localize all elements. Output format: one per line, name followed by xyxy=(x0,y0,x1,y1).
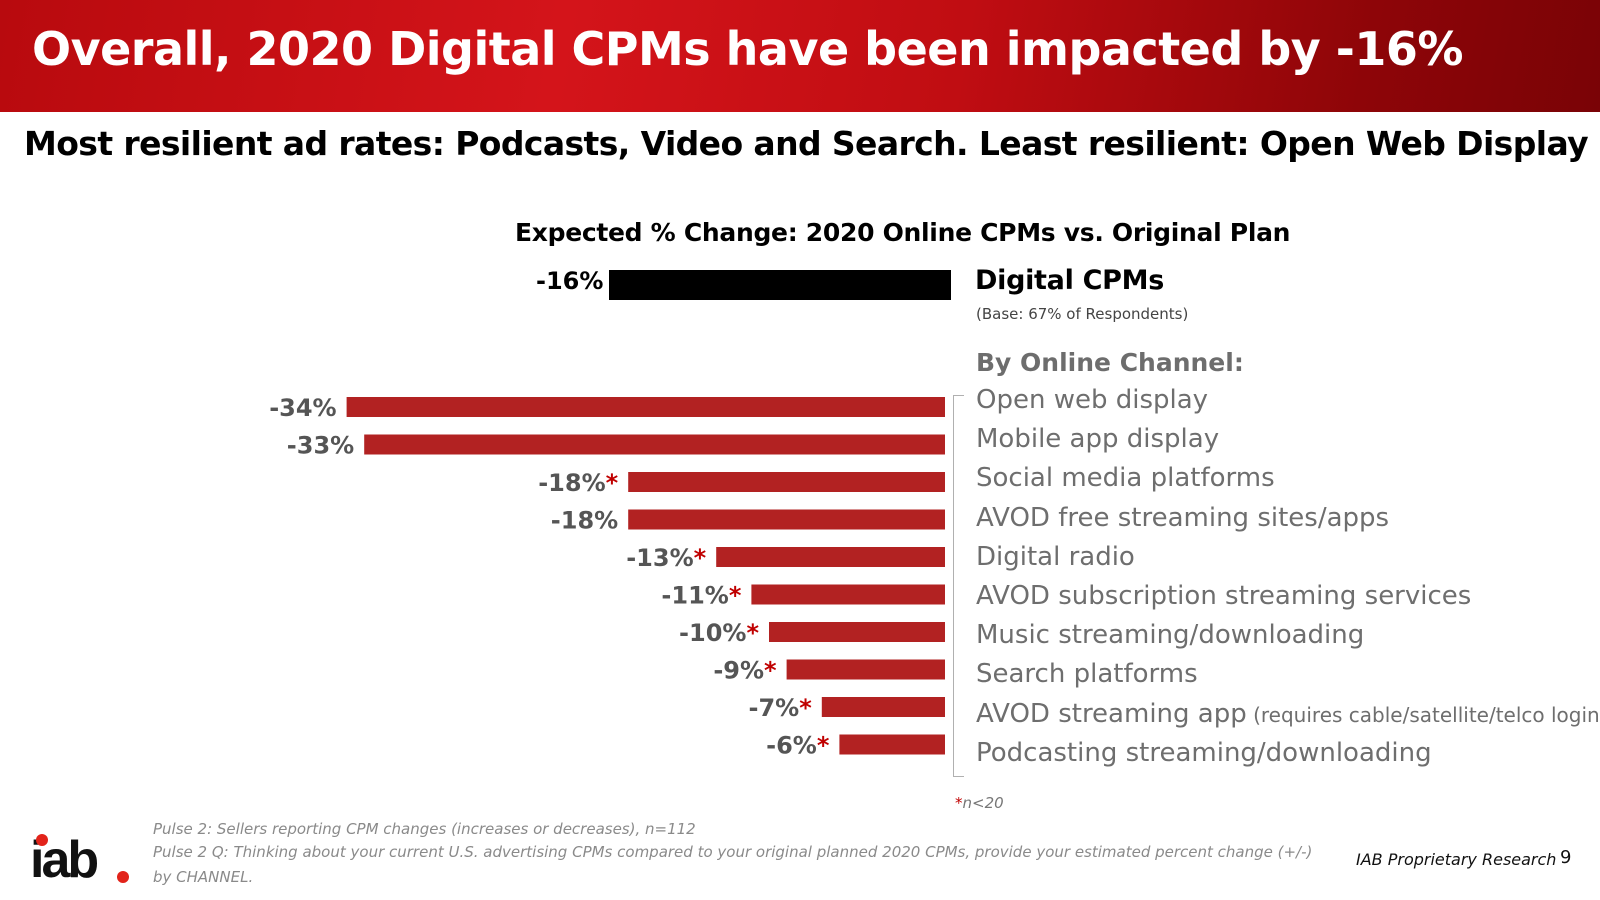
overall-base-note: (Base: 67% of Respondents) xyxy=(976,305,1189,323)
category-label-2: Mobile app display xyxy=(976,424,1219,454)
category-name: Social media platforms xyxy=(976,463,1275,494)
bar-value-label-8: -9%* xyxy=(713,657,777,685)
overall-bar xyxy=(609,270,951,300)
bar-value-label-5: -13%* xyxy=(626,544,706,572)
category-label-8: Search platforms xyxy=(976,659,1198,689)
page-title: Overall, 2020 Digital CPMs have been imp… xyxy=(32,22,1463,76)
source-line-2: Pulse 2 Q: Thinking about your current U… xyxy=(153,843,1313,861)
category-label-9: AVOD streaming app (requires cable/satel… xyxy=(976,699,1600,729)
category-label-6: AVOD subscription streaming services xyxy=(976,581,1471,611)
small-n-text: n<20 xyxy=(962,794,1004,812)
category-name: AVOD subscription streaming services xyxy=(976,581,1472,611)
bar-5 xyxy=(716,547,945,567)
bar-9 xyxy=(821,697,945,717)
small-n-star: * xyxy=(955,794,963,812)
category-name: Digital radio xyxy=(976,541,1135,572)
logo-dot-top xyxy=(36,834,48,846)
bar-value-label-6: -11%* xyxy=(661,582,741,610)
category-name: Open web display xyxy=(976,385,1209,415)
small-n-note: *n<20 xyxy=(955,794,1004,812)
source-line-1: Pulse 2: Sellers reporting CPM changes (… xyxy=(153,820,696,838)
bar-2 xyxy=(364,434,945,455)
overall-value-label: -16% xyxy=(536,267,604,295)
category-label-4: AVOD free streaming sites/apps xyxy=(976,503,1389,533)
category-name: Mobile app display xyxy=(976,424,1220,455)
overall-name: Digital CPMs xyxy=(975,265,1164,296)
bar-value-label-9: -7%* xyxy=(749,694,813,722)
bar-value-label-1: -34% xyxy=(269,394,336,422)
source-line-3: by CHANNEL. xyxy=(153,868,254,886)
category-name: Music streaming/downloading xyxy=(976,620,1365,651)
category-name: Podcasting streaming/downloading xyxy=(976,737,1432,768)
logo-dot-end xyxy=(117,871,129,883)
research-label: IAB Proprietary Research xyxy=(1356,850,1557,869)
bar-value-label-10: -6%* xyxy=(766,732,830,760)
category-label-7: Music streaming/downloading xyxy=(976,620,1364,650)
bar-6 xyxy=(751,584,945,605)
chart-title: Expected % Change: 2020 Online CPMs vs. … xyxy=(515,218,1291,247)
category-name: Search platforms xyxy=(976,659,1198,690)
bar-3 xyxy=(628,472,945,492)
bar-value-label-7: -10%* xyxy=(679,619,759,647)
category-name: AVOD streaming app xyxy=(976,698,1247,729)
bar-value-label-3: -18%* xyxy=(538,469,618,497)
header-banner: Overall, 2020 Digital CPMs have been imp… xyxy=(0,0,1600,112)
bar-value-label-2: -33% xyxy=(287,432,354,460)
bar-1 xyxy=(346,397,946,417)
page-number: 9 xyxy=(1560,847,1572,868)
bar-4 xyxy=(628,509,945,530)
category-name: AVOD free streaming sites/apps xyxy=(976,502,1390,533)
category-label-5: Digital radio xyxy=(976,542,1135,572)
category-label-1: Open web display xyxy=(976,385,1208,415)
category-note: (requires cable/satellite/telco login) xyxy=(1246,702,1600,727)
bar-10 xyxy=(839,734,945,755)
category-label-10: Podcasting streaming/downloading xyxy=(976,738,1432,768)
category-bracket xyxy=(953,395,964,777)
bar-7 xyxy=(769,622,945,642)
channel-section-heading: By Online Channel: xyxy=(976,348,1244,377)
bar-value-label-4: -18% xyxy=(551,507,618,535)
bar-8 xyxy=(786,659,945,680)
page-subtitle: Most resilient ad rates: Podcasts, Video… xyxy=(24,124,1589,163)
category-label-3: Social media platforms xyxy=(976,463,1275,493)
